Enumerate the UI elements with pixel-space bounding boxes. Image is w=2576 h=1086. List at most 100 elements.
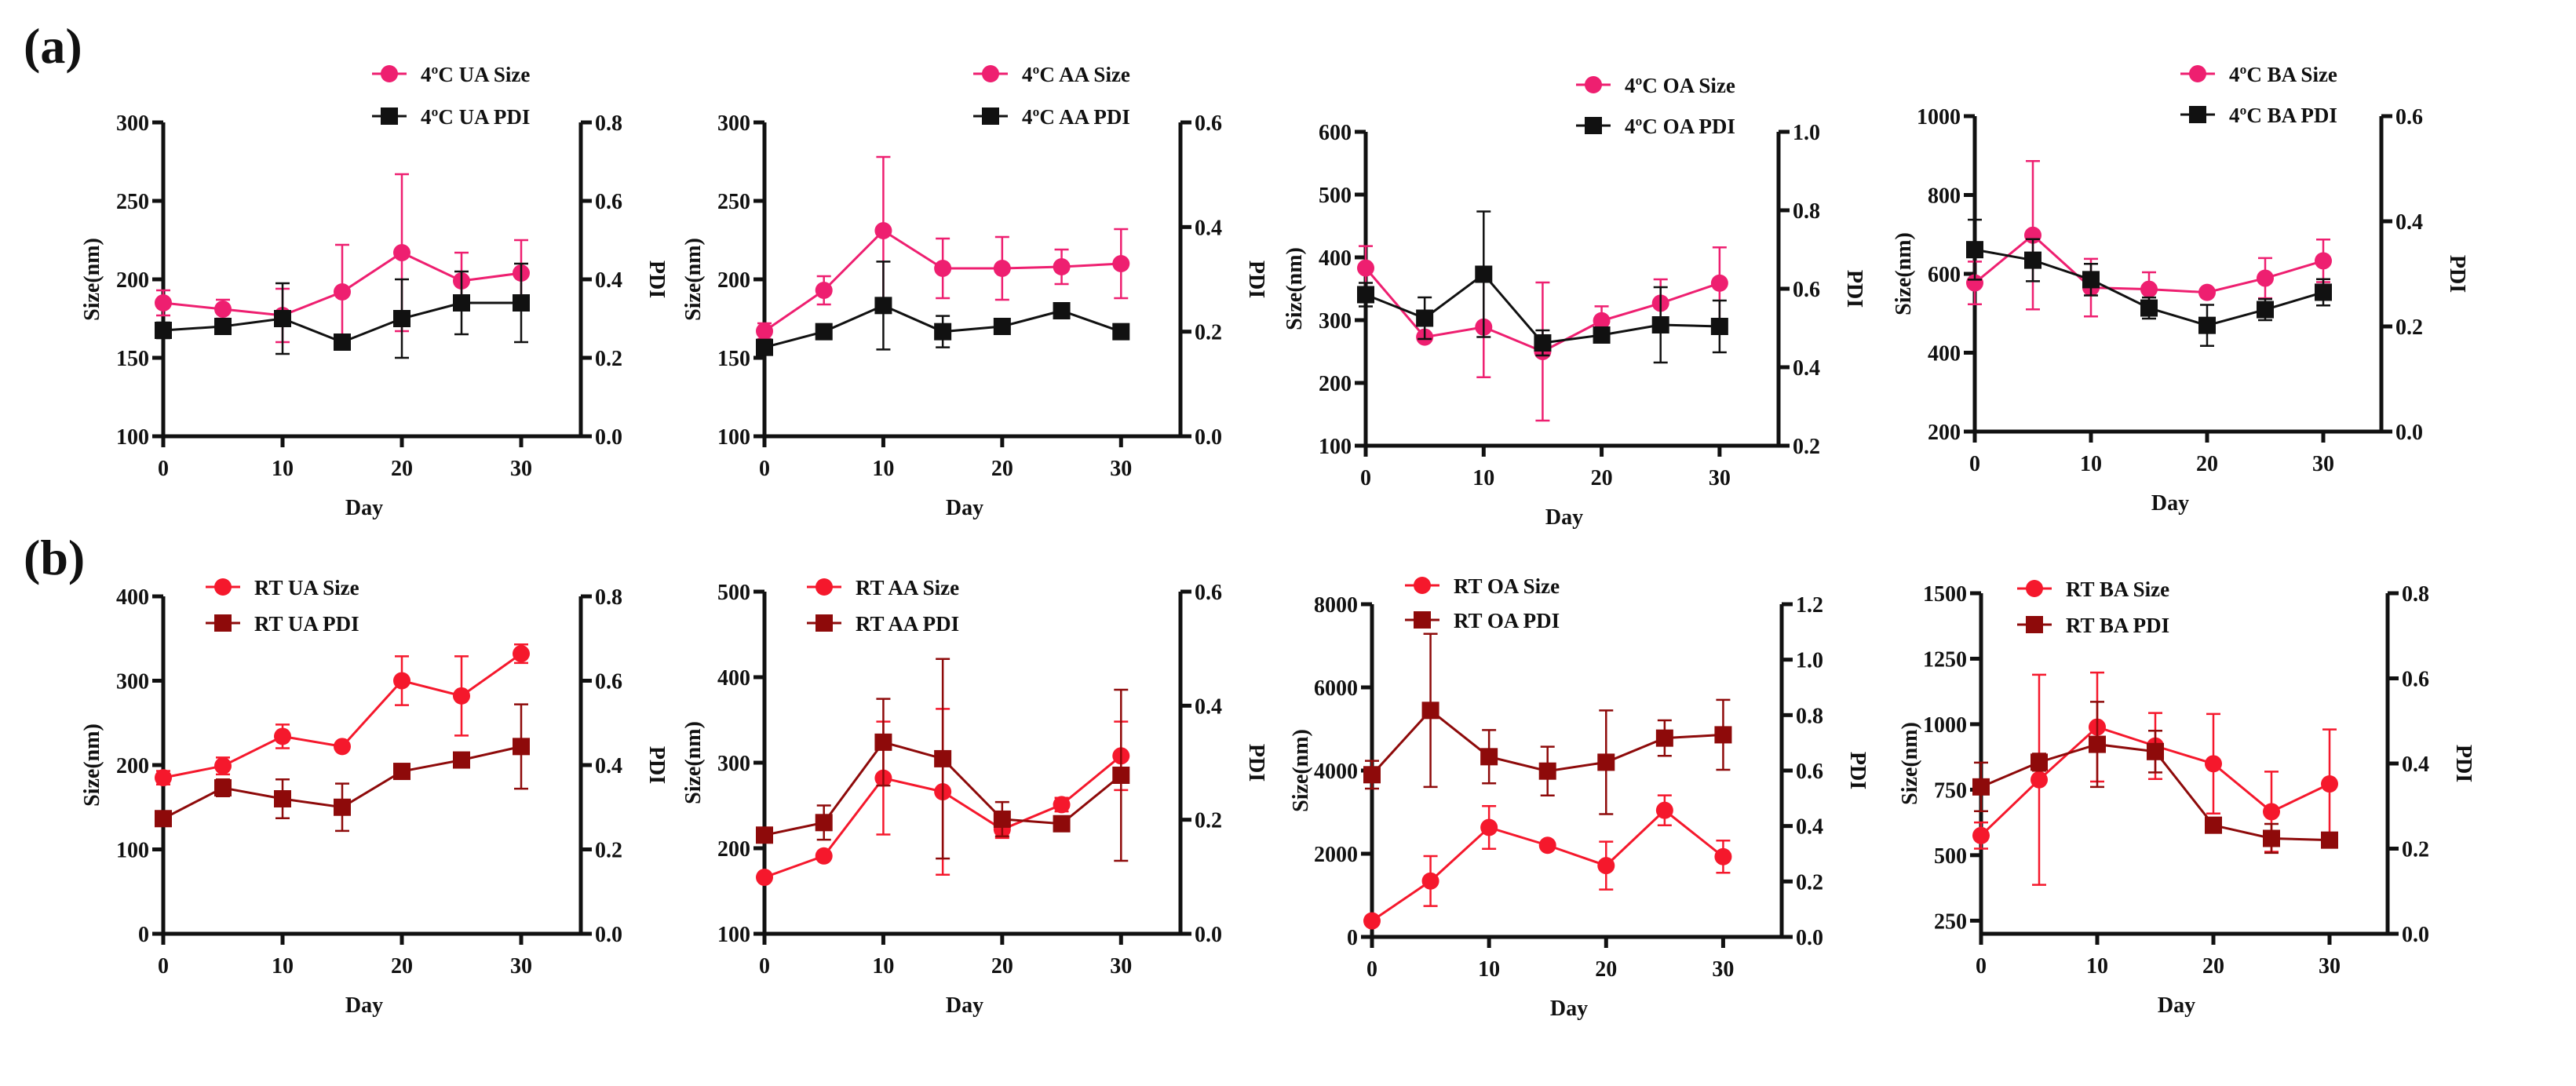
data-point-circle	[874, 222, 892, 239]
x-tick-label: 0	[759, 457, 770, 481]
data-point-circle	[2031, 771, 2048, 789]
legend-item: 4ºC BA PDI	[2180, 104, 2337, 127]
series-size	[1363, 794, 1732, 930]
legend-circle-icon	[381, 65, 398, 82]
legend-item: 4ºC UA Size	[372, 63, 530, 86]
legend-label: 4ºC BA PDI	[2229, 104, 2337, 127]
chart-a4: 0 10 20 30 200 400 600 800 1000 0.0 0.2 0.4 0.6 Day Si…	[1892, 63, 2469, 516]
data-point-circle	[393, 244, 410, 261]
data-point-circle	[453, 687, 470, 705]
data-point-square	[1416, 309, 1434, 327]
y-tick-label-left: 300	[717, 111, 750, 136]
series-line	[1371, 808, 1724, 922]
data-point-square	[874, 733, 892, 751]
y-axis-title-left: Size(nm)	[1898, 722, 1922, 805]
legend-circle-icon	[2026, 580, 2043, 597]
data-point-square	[1714, 726, 1732, 744]
chart-b2: 0 10 20 30 100 200 300 400 500 0.0 0.2 0.4 0.6 Day Siz…	[681, 576, 1268, 1018]
y-axis-title-left: Size(nm)	[1289, 729, 1313, 812]
y-tick-label-left: 100	[717, 923, 750, 947]
legend-item: 4ºC AA PDI	[973, 105, 1130, 129]
data-point-circle	[1972, 826, 1990, 844]
x-axis-title: Day	[345, 496, 383, 520]
data-point-square	[453, 294, 470, 312]
legend-square-icon	[815, 614, 833, 632]
data-point-circle	[1357, 259, 1374, 277]
legend-circle-icon	[1414, 577, 1431, 594]
y-tick-label-left: 100	[1319, 435, 1352, 459]
y-tick-label-left: 1000	[1917, 105, 1961, 129]
y-tick-label-left: 600	[1928, 263, 1961, 287]
x-tick-label: 30	[2312, 452, 2334, 476]
y-tick-label-right: 0.8	[1793, 199, 1820, 224]
y-tick-label-right: 0.6	[1796, 760, 1823, 784]
series-pdi	[1972, 701, 2338, 855]
x-tick-label: 10	[272, 457, 294, 481]
y-tick-label-left: 400	[717, 666, 750, 691]
legend-square-icon	[214, 614, 232, 632]
y-tick-label-left: 200	[1319, 372, 1352, 396]
data-point-square	[815, 323, 833, 341]
y-tick-label-left: 500	[1319, 184, 1352, 208]
data-point-square	[2198, 316, 2216, 334]
data-point-square	[993, 810, 1011, 828]
data-point-square	[756, 826, 773, 844]
x-tick-label: 10	[272, 954, 294, 978]
data-point-circle	[1597, 857, 1615, 875]
y-tick-label-right: 0.6	[1195, 581, 1222, 605]
x-axis-title: Day	[1545, 505, 1583, 530]
legend-circle-icon	[815, 578, 833, 596]
y-tick-label-left: 250	[116, 190, 149, 214]
y-axis-title-right: PDI	[1244, 744, 1268, 782]
data-point-circle	[155, 769, 172, 787]
series-pdi	[1357, 210, 1728, 364]
data-point-square	[214, 318, 232, 335]
legend-item: RT BA Size	[2017, 578, 2169, 601]
y-tick-label-left: 600	[1319, 121, 1352, 145]
data-point-circle	[513, 645, 530, 663]
data-point-circle	[1714, 847, 1732, 866]
data-point-circle	[334, 283, 351, 301]
data-point-circle	[274, 727, 291, 745]
data-point-square	[1475, 265, 1493, 283]
y-tick-label-right: 0.6	[2395, 105, 2423, 129]
y-tick-label-left: 0	[138, 923, 149, 947]
data-point-circle	[1655, 801, 1673, 819]
x-tick-label: 10	[1472, 466, 1494, 490]
y-tick-label-left: 1250	[1923, 647, 1967, 672]
data-point-square	[1597, 753, 1615, 771]
data-point-circle	[1710, 274, 1728, 292]
y-tick-label-left: 800	[1928, 184, 1961, 209]
x-tick-label: 10	[2080, 452, 2102, 476]
y-tick-label-right: 0.6	[1195, 111, 1222, 136]
y-tick-label-left: 400	[1319, 246, 1352, 271]
y-tick-label-right: 0.6	[595, 190, 622, 214]
legend-label: 4ºC UA Size	[421, 63, 530, 86]
y-tick-label-right: 0.4	[1796, 815, 1823, 840]
data-point-square	[993, 318, 1011, 335]
legend-label: 4ºC AA Size	[1022, 63, 1130, 86]
data-point-square	[393, 763, 410, 781]
data-point-circle	[1421, 872, 1439, 890]
legend-item: RT UA Size	[206, 576, 359, 599]
charts-group: 0 10 20 301001502002503000.00.20.40.60.8Day…	[80, 63, 2476, 1021]
series-size	[1966, 160, 2332, 318]
y-tick-label-left: 200	[116, 268, 149, 293]
y-tick-label-right: 0.2	[1195, 321, 1222, 345]
data-point-square	[274, 310, 291, 327]
data-point-square	[1972, 778, 1990, 796]
x-tick-label: 20	[991, 457, 1013, 481]
data-point-square	[1480, 748, 1498, 766]
data-point-circle	[2321, 775, 2338, 793]
x-tick-label: 30	[510, 457, 532, 481]
data-point-square	[334, 798, 351, 816]
y-tick-label-left: 1000	[1923, 713, 1967, 738]
y-tick-label-right: 0.0	[595, 923, 622, 947]
series-pdi	[756, 261, 1130, 356]
series-size	[756, 155, 1130, 341]
series-pdi	[155, 703, 530, 833]
data-point-square	[1363, 766, 1381, 784]
legend-item: 4ºC UA PDI	[372, 105, 530, 129]
chart-a1: 0 10 20 30 100 150 200 250 300 0.0 0.2 0.4 0.6 0.8 Day…	[80, 63, 669, 520]
y-tick-label-left: 400	[116, 585, 149, 610]
